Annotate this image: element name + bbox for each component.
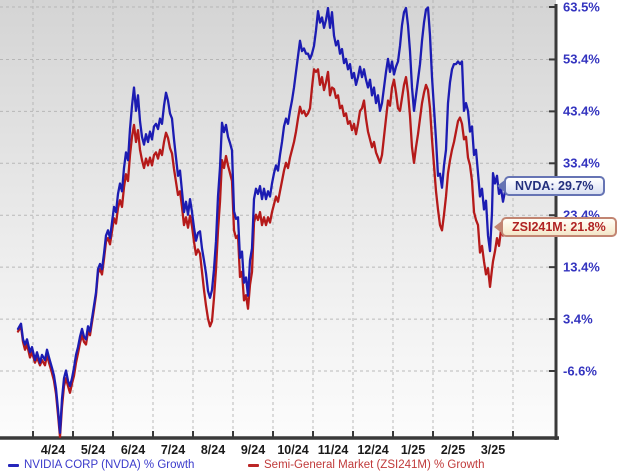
series-line-nvda xyxy=(16,6,509,434)
legend-item-zsi241m: Semi-General Market (ZSI241M) % Growth xyxy=(248,459,484,471)
zsi241m-value-badge: ZSI241M: 21.8% xyxy=(494,216,617,237)
x-tick-label: 2/25 xyxy=(440,443,466,457)
chart-legend: NVIDIA CORP (NVDA) % Growth Semi-General … xyxy=(0,459,620,474)
nvda-badge-label: NVDA: 29.7% xyxy=(504,175,605,196)
x-tick-label: 4/24 xyxy=(40,443,66,457)
x-tick-label: 10/24 xyxy=(277,443,309,457)
x-tick-label: 5/24 xyxy=(80,443,106,457)
legend-item-nvda: NVIDIA CORP (NVDA) % Growth xyxy=(8,459,194,471)
legend-dash-icon xyxy=(248,463,259,467)
nvda-value-badge: NVDA: 29.7% xyxy=(497,175,605,196)
y-tick-label: 13.4% xyxy=(563,259,600,275)
legend-label: Semi-General Market (ZSI241M) % Growth xyxy=(264,459,485,471)
x-tick-label: 12/24 xyxy=(357,443,389,457)
y-tick-label: 43.4% xyxy=(563,103,600,119)
badge-pointer-icon xyxy=(494,219,503,234)
x-tick-label: 7/24 xyxy=(160,443,186,457)
x-tick-label: 6/24 xyxy=(120,443,146,457)
y-tick-label: 53.4% xyxy=(563,51,600,67)
y-tick-label: 3.4% xyxy=(563,311,593,327)
x-tick-label: 9/24 xyxy=(240,443,266,457)
legend-dash-icon xyxy=(8,463,19,467)
x-tick-label: 8/24 xyxy=(200,443,226,457)
legend-label: NVIDIA CORP (NVDA) % Growth xyxy=(24,459,195,471)
y-tick-label: 63.5% xyxy=(563,0,600,15)
zsi241m-badge-label: ZSI241M: 21.8% xyxy=(501,216,617,237)
x-tick-label: 11/24 xyxy=(317,443,349,457)
x-tick-label: 3/25 xyxy=(480,443,506,457)
y-tick-label: 33.4% xyxy=(563,155,600,171)
x-tick-label: 1/25 xyxy=(400,443,426,457)
y-tick-label: -6.6% xyxy=(563,363,597,379)
badge-pointer-icon xyxy=(497,178,506,193)
